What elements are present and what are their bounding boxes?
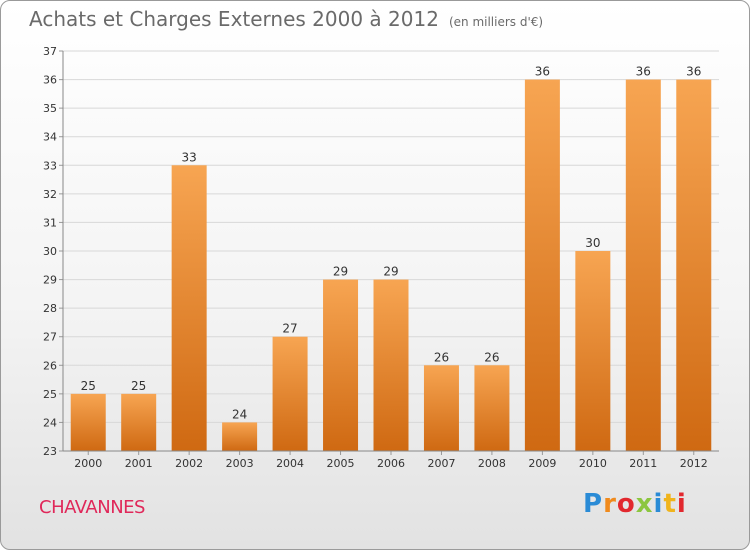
y-tick-label: 35 — [43, 102, 57, 115]
x-axis-ticks: 2000 2001 2002 2003 2004 2005 2006 2007 2008 2009… — [74, 451, 708, 470]
data-label: 33 — [182, 150, 197, 164]
y-tick-label: 23 — [43, 445, 57, 458]
data-label: 36 — [686, 65, 701, 79]
data-label: 29 — [333, 265, 348, 279]
y-tick-label: 37 — [43, 45, 57, 58]
x-tick-label: 2000 — [74, 457, 102, 470]
logo-letter: i — [676, 489, 687, 519]
proxiti-logo: Proxiti — [583, 489, 687, 519]
data-labels: 25 25 33 24 27 29 29 26 26 36 30 36 36 — [81, 65, 702, 422]
title-text: Achats et Charges Externes 2000 à 2012 — [29, 7, 439, 31]
data-label: 36 — [636, 65, 651, 79]
x-tick-label: 2004 — [276, 457, 304, 470]
data-label: 36 — [535, 65, 550, 79]
x-tick-label: 2007 — [427, 457, 455, 470]
bar — [575, 251, 611, 451]
commune-name: CHAVANNES — [39, 497, 145, 518]
bar — [70, 393, 106, 451]
bars — [70, 79, 712, 452]
bar — [272, 336, 308, 451]
logo-letter: r — [603, 489, 617, 519]
bar — [524, 79, 560, 452]
y-tick-label: 32 — [43, 188, 57, 201]
x-tick-label: 2011 — [629, 457, 657, 470]
bar — [121, 393, 157, 451]
data-label: 30 — [585, 236, 600, 250]
bar — [423, 365, 459, 451]
y-tick-label: 24 — [43, 416, 57, 429]
bar — [171, 165, 207, 452]
logo-letter: t — [663, 489, 677, 519]
x-tick-label: 2003 — [226, 457, 254, 470]
y-tick-label: 28 — [43, 302, 57, 315]
y-tick-label: 31 — [43, 216, 57, 229]
y-tick-label: 29 — [43, 274, 57, 287]
y-tick-label: 36 — [43, 74, 57, 87]
bar — [474, 365, 510, 451]
data-label: 27 — [282, 322, 297, 336]
bar — [373, 279, 409, 451]
y-tick-label: 30 — [43, 245, 57, 258]
data-label: 24 — [232, 407, 247, 421]
y-tick-label: 33 — [43, 159, 57, 172]
x-tick-label: 2012 — [680, 457, 708, 470]
y-axis-ticks: 23 24 25 26 27 28 29 30 31 32 33 34 35 36 37 — [43, 45, 63, 458]
y-tick-label: 34 — [43, 131, 57, 144]
y-tick-label: 26 — [43, 359, 57, 372]
bar — [625, 79, 661, 452]
data-label: 25 — [131, 379, 146, 393]
y-tick-label: 27 — [43, 331, 57, 344]
bar — [222, 422, 258, 451]
x-tick-label: 2002 — [175, 457, 203, 470]
x-tick-label: 2008 — [478, 457, 506, 470]
data-label: 26 — [484, 350, 499, 364]
chart-title: Achats et Charges Externes 2000 à 2012 (e… — [29, 7, 543, 31]
x-tick-label: 2010 — [579, 457, 607, 470]
y-tick-label: 25 — [43, 388, 57, 401]
chart-subtitle: (en milliers d'€) — [448, 15, 544, 29]
x-tick-label: 2001 — [125, 457, 153, 470]
axes — [62, 51, 719, 452]
logo-letter: i — [653, 489, 664, 519]
logo-letter: x — [635, 489, 654, 519]
x-tick-label: 2006 — [377, 457, 405, 470]
logo-letter: o — [616, 489, 636, 519]
data-label: 29 — [383, 265, 398, 279]
data-label: 25 — [81, 379, 96, 393]
data-label: 26 — [434, 350, 449, 364]
logo-letter: P — [583, 489, 604, 519]
bar — [676, 79, 712, 452]
bar — [323, 279, 359, 451]
x-tick-label: 2009 — [528, 457, 556, 470]
x-tick-label: 2005 — [327, 457, 355, 470]
